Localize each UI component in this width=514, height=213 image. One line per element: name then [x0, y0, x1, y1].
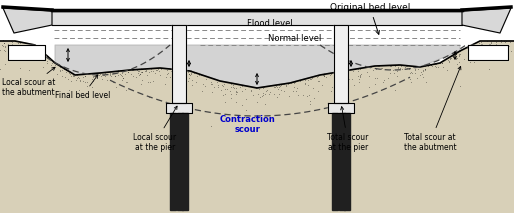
Polygon shape: [462, 8, 511, 33]
Polygon shape: [172, 25, 186, 103]
Polygon shape: [468, 45, 508, 60]
Text: Flood level: Flood level: [247, 19, 293, 28]
Polygon shape: [332, 113, 338, 210]
Text: Local scour
at the pier: Local scour at the pier: [134, 106, 177, 152]
Polygon shape: [170, 113, 176, 210]
Polygon shape: [52, 11, 462, 25]
Polygon shape: [344, 113, 350, 210]
Text: Total scour
at the pier: Total scour at the pier: [327, 107, 369, 152]
Polygon shape: [8, 45, 45, 60]
Text: Normal level: Normal level: [268, 34, 322, 43]
Polygon shape: [177, 113, 183, 210]
Polygon shape: [3, 8, 52, 33]
Text: Contraction
scour: Contraction scour: [220, 115, 276, 134]
Polygon shape: [334, 25, 348, 103]
Polygon shape: [55, 45, 460, 88]
Polygon shape: [166, 103, 192, 113]
Text: Final bed level: Final bed level: [55, 75, 111, 100]
Text: Total scour at
the abutment: Total scour at the abutment: [403, 66, 461, 152]
Polygon shape: [328, 103, 354, 113]
Text: Original bed level: Original bed level: [330, 3, 410, 34]
Polygon shape: [182, 113, 188, 210]
Text: Local scour at
the abutment: Local scour at the abutment: [2, 67, 56, 97]
Polygon shape: [339, 113, 345, 210]
